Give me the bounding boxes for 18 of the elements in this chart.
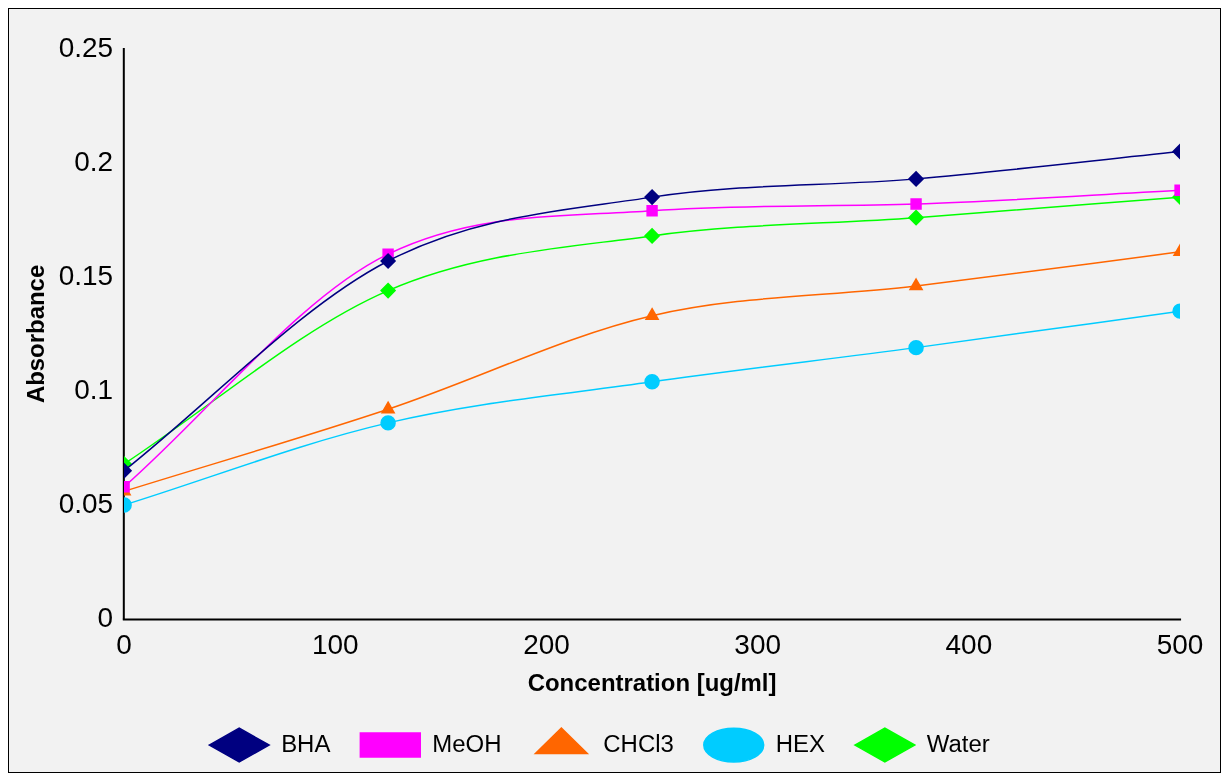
x-tick-label: 400 bbox=[945, 629, 993, 661]
y-axis-title: Absorbance bbox=[21, 264, 49, 404]
legend-label: CHCl3 bbox=[603, 729, 674, 757]
x-tick-label: 500 bbox=[1156, 629, 1204, 661]
legend-label: Water bbox=[926, 729, 990, 757]
x-tick-label: 300 bbox=[734, 629, 782, 661]
legend-label: HEX bbox=[775, 729, 825, 757]
y-tick-label: 0 bbox=[97, 601, 114, 633]
legend-label: BHA bbox=[281, 729, 331, 757]
x-tick-label: 100 bbox=[311, 629, 359, 661]
legend-label: MeOH bbox=[432, 729, 502, 757]
x-tick-label: 200 bbox=[523, 629, 570, 661]
y-tick-label: 0.05 bbox=[58, 487, 114, 519]
y-tick-label: 0.15 bbox=[58, 259, 114, 291]
x-axis-title: Concentration [ug/ml] bbox=[527, 669, 777, 697]
y-tick-label: 0.1 bbox=[74, 373, 114, 405]
y-tick-label: 0.2 bbox=[74, 145, 114, 177]
y-tick-label: 0.25 bbox=[58, 31, 114, 63]
